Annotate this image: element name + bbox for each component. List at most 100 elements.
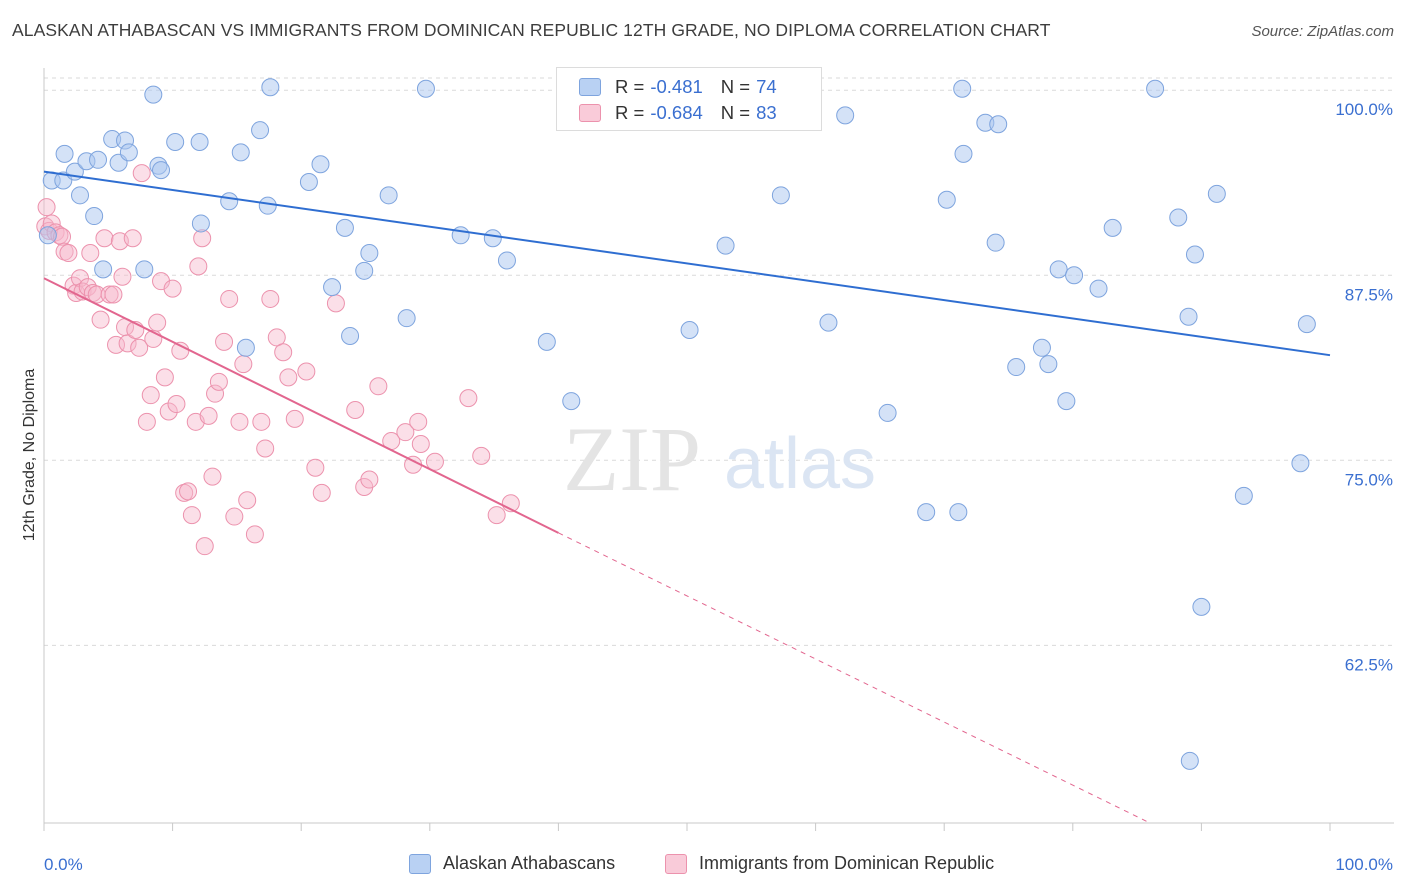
data-point-dominican — [209, 372, 228, 391]
data-point-athabascan — [1291, 454, 1310, 473]
legend-n-key: N = — [720, 76, 751, 97]
data-point-athabascan — [1192, 597, 1211, 616]
data-point-dominican — [118, 334, 137, 353]
legend-n-value: 74 — [756, 76, 777, 97]
legend-r-key: R = — [615, 102, 645, 123]
data-point-athabascan — [85, 207, 104, 226]
trend-line-dominican-extension — [558, 532, 1151, 824]
data-point-athabascan — [1007, 358, 1026, 377]
data-point-athabascan — [954, 144, 973, 163]
data-point-athabascan — [1179, 307, 1198, 326]
data-point-dominican — [182, 506, 201, 525]
data-point-dominican — [130, 338, 149, 357]
data-point-athabascan — [335, 218, 354, 237]
data-point-athabascan — [989, 115, 1008, 134]
data-point-dominican — [369, 377, 388, 396]
data-point-dominican — [459, 389, 478, 408]
data-point-athabascan — [355, 261, 374, 280]
chart-title: ALASKAN ATHABASCAN VS IMMIGRANTS FROM DO… — [12, 20, 1051, 40]
data-point-athabascan — [716, 236, 735, 255]
legend-item-dominican: Immigrants from Dominican Republic — [665, 853, 994, 874]
data-point-athabascan — [953, 79, 972, 98]
trend-line-dominican — [43, 277, 559, 534]
y-tick-label: 75.0% — [1345, 470, 1393, 489]
data-point-dominican — [104, 285, 123, 304]
data-point-athabascan — [416, 79, 435, 98]
data-point-dominican — [148, 313, 167, 332]
data-point-dominican — [256, 439, 275, 458]
data-point-dominican — [113, 267, 132, 286]
data-point-athabascan — [1169, 208, 1188, 227]
data-point-dominican — [203, 467, 222, 486]
legend-row-dominican: R = -0.684 N = 83 — [579, 100, 777, 126]
correlation-legend: R = -0.481 N = 74 R = -0.684 N = 83 — [556, 67, 822, 131]
data-point-athabascan — [258, 196, 277, 215]
data-point-dominican — [487, 506, 506, 525]
data-point-dominican — [137, 412, 156, 431]
y-tick-label: 100.0% — [1335, 100, 1393, 119]
watermark-zip: ZIP — [563, 408, 701, 510]
legend-r-value: -0.481 — [650, 76, 703, 97]
data-point-athabascan — [190, 133, 209, 152]
data-point-athabascan — [937, 190, 956, 209]
data-point-athabascan — [1039, 355, 1058, 374]
data-point-athabascan — [1146, 79, 1165, 98]
legend-swatch-pink — [665, 853, 687, 874]
series-dominican-points — [36, 164, 520, 556]
data-point-dominican — [195, 537, 214, 556]
data-point-athabascan — [1297, 315, 1316, 334]
y-axis-label: 12th Grade, No Diploma — [21, 368, 38, 542]
legend-swatch-blue — [579, 78, 601, 96]
data-point-dominican — [78, 278, 97, 297]
x-tick-label: 0.0% — [44, 855, 83, 874]
legend-r-value: -0.684 — [650, 102, 703, 123]
data-point-athabascan — [537, 332, 556, 351]
legend-swatch-pink — [579, 104, 601, 122]
data-point-dominican — [91, 310, 110, 329]
data-point-dominican — [225, 507, 244, 526]
data-point-athabascan — [878, 403, 897, 422]
legend-n-value: 83 — [756, 102, 777, 123]
legend-swatch-blue — [409, 853, 431, 874]
data-point-dominican — [163, 279, 182, 298]
data-point-dominican — [206, 384, 225, 403]
data-point-athabascan — [819, 313, 838, 332]
data-point-athabascan — [680, 321, 699, 340]
legend-r-key: R = — [615, 76, 645, 97]
data-point-dominican — [252, 412, 271, 431]
data-point-athabascan — [483, 229, 502, 248]
trend-line-athabascan — [43, 170, 1331, 357]
data-point-athabascan — [949, 503, 968, 522]
data-point-dominican — [152, 272, 171, 291]
data-point-athabascan — [144, 85, 163, 104]
data-point-athabascan — [152, 161, 171, 180]
data-point-athabascan — [94, 260, 113, 279]
data-point-athabascan — [397, 309, 416, 328]
data-point-athabascan — [251, 121, 270, 140]
data-point-dominican — [360, 470, 379, 489]
data-point-athabascan — [311, 155, 330, 174]
legend-item-athabascan: Alaskan Athabascans — [409, 853, 615, 874]
data-point-dominican — [167, 395, 186, 414]
legend-label-dominican: Immigrants from Dominican Republic — [699, 853, 995, 873]
legend-row-athabascan: R = -0.481 N = 74 — [579, 74, 777, 100]
data-point-athabascan — [55, 144, 74, 163]
data-point-athabascan — [1207, 184, 1226, 203]
data-point-dominican — [234, 355, 253, 374]
data-point-dominican — [179, 482, 198, 501]
data-point-athabascan — [71, 186, 90, 205]
data-point-athabascan — [1049, 260, 1068, 279]
data-point-dominican — [159, 402, 178, 421]
data-point-athabascan — [299, 172, 318, 191]
data-point-dominican — [396, 423, 415, 442]
x-tick-labels: 0.0% 100.0% — [44, 855, 1393, 874]
data-point-dominican — [425, 452, 444, 471]
data-point-dominican — [107, 335, 126, 354]
source-credit: Source: ZipAtlas.com — [1251, 23, 1394, 40]
data-point-athabascan — [360, 244, 379, 263]
x-tick-label: 100.0% — [1335, 855, 1393, 874]
watermark: ZIP atlas — [563, 408, 876, 510]
data-point-athabascan — [89, 150, 108, 169]
data-point-dominican — [189, 257, 208, 276]
data-point-athabascan — [917, 503, 936, 522]
